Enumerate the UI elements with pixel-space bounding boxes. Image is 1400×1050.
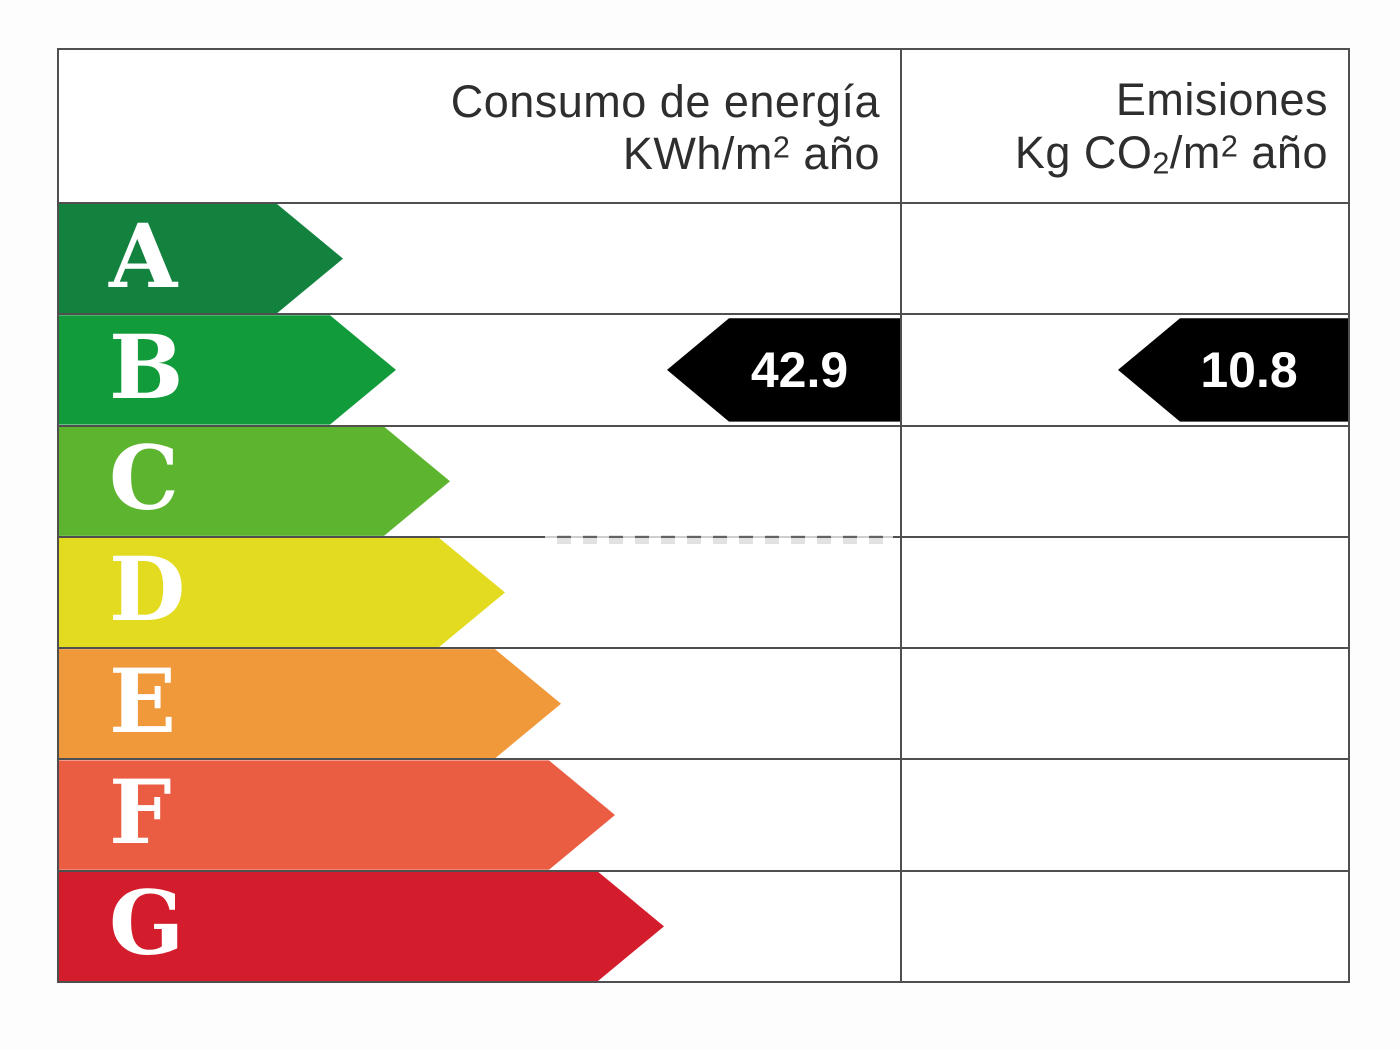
rating-letter-e: E (109, 648, 177, 753)
rating-arrow-g: G (59, 872, 664, 981)
rating-arrow-c: C (59, 427, 450, 536)
rating-letter-g: G (109, 871, 185, 976)
rating-arrow-d: D (59, 538, 505, 647)
rating-letter-a: A (109, 203, 178, 308)
rating-letter-b: B (109, 314, 184, 419)
rating-row-c: C (59, 424, 1348, 536)
consumption-value: 42.9 (750, 341, 849, 398)
consumption-unit: KWh/m2 año (622, 128, 880, 179)
consumption-title: Consumo de energía (450, 75, 880, 127)
rating-letter-d: D (109, 537, 186, 642)
rating-arrow-f: F (59, 760, 615, 869)
emissions-unit: Kg CO2/m2 año (1014, 126, 1328, 181)
rating-row-g: G (59, 869, 1348, 981)
emissions-header: Emisiones Kg CO2/m2 año (900, 50, 1348, 202)
rating-table: Consumo de energía KWh/m2 año Emisiones … (57, 48, 1350, 983)
rating-letter-f: F (109, 760, 172, 865)
rating-row-e: E (59, 647, 1348, 759)
rating-arrow-e: E (59, 649, 561, 758)
consumption-header: Consumo de energía KWh/m2 año (59, 50, 900, 202)
rating-letter-c: C (109, 426, 180, 531)
rating-row-b: B 42.9 10.8 (59, 313, 1348, 425)
emissions-value: 10.8 (1200, 341, 1298, 398)
rating-arrow-a: A (59, 204, 343, 313)
emissions-value-arrow: 10.8 (1118, 318, 1348, 422)
rating-arrow-b: B (59, 315, 396, 424)
rating-row-f: F (59, 758, 1348, 870)
consumption-value-arrow: 42.9 (667, 318, 900, 422)
header-row: Consumo de energía KWh/m2 año Emisiones … (59, 50, 1348, 202)
rating-row-d: D (59, 535, 1348, 648)
rating-row-a: A (59, 202, 1348, 314)
emissions-title: Emisiones (1115, 74, 1328, 126)
